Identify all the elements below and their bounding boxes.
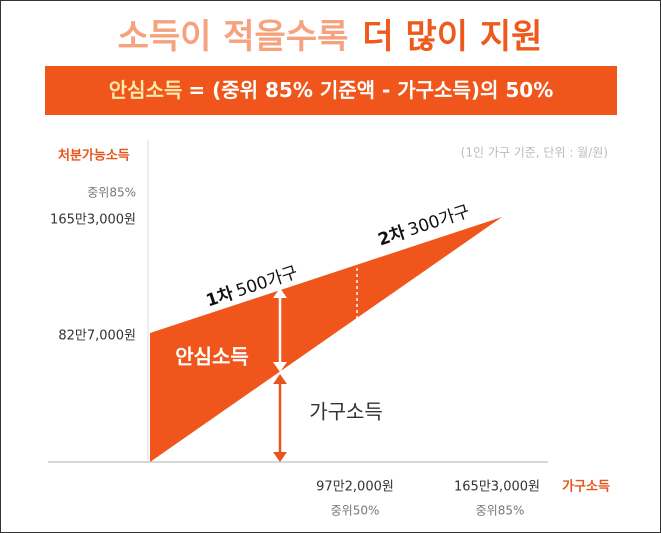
unit-note: (1인 가구 기준, 단위 : 월/원) xyxy=(461,146,608,160)
title-strong: 더 많이 지원 xyxy=(362,17,542,57)
x-tick-value: 165만3,000원 xyxy=(454,480,540,495)
title-light: 소득이 적을수록 xyxy=(118,17,349,57)
x-axis-label: 가구소득 xyxy=(562,480,610,495)
y-bottom-value: 82만7,000원 xyxy=(58,329,136,344)
formula-rest: = (중위 85% 기준액 - 가구소득)의 50% xyxy=(188,78,553,102)
y-axis-label: 처분가능소득 xyxy=(58,148,130,164)
formula-term: 안심소득 xyxy=(109,78,183,102)
y-top-note: 중위85% xyxy=(87,186,136,200)
subsidy-arrow xyxy=(273,288,287,372)
x-tick-note: 중위50% xyxy=(331,504,380,518)
x-tick-note: 중위85% xyxy=(476,504,525,518)
formula-banner xyxy=(45,66,617,115)
subsidy-area xyxy=(150,217,502,462)
y-top-value: 165만3,000원 xyxy=(50,213,136,228)
income-label: 가구소득 xyxy=(309,400,383,424)
title: 소득이 적을수록 더 많이 지원 xyxy=(118,17,543,57)
x-tick-value: 97만2,000원 xyxy=(316,480,394,495)
formula: 안심소득 = (중위 85% 기준액 - 가구소득)의 50% xyxy=(109,78,553,102)
subsidy-label: 안심소득 xyxy=(175,345,249,369)
income-arrow xyxy=(273,374,287,462)
